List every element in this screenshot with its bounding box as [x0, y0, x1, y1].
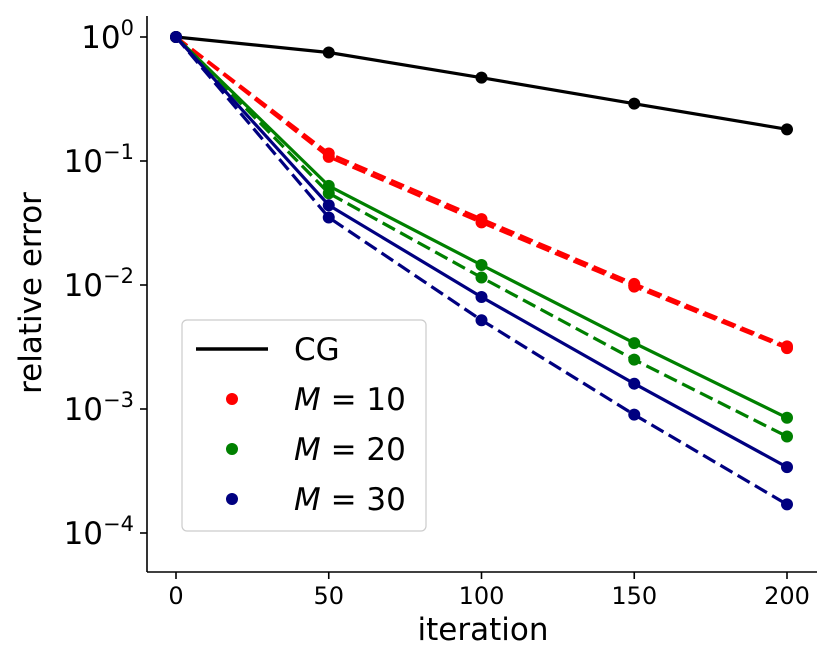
legend-box [181, 319, 427, 532]
data-point [781, 430, 793, 443]
y-tick-label: 10−2 [64, 264, 134, 304]
series-cg [170, 31, 793, 136]
x-tick-label: 50 [313, 582, 344, 610]
data-point [322, 46, 335, 59]
data-point [475, 291, 488, 304]
legend-label: M = 30 [294, 482, 406, 518]
x-tick-label: 150 [611, 582, 657, 610]
x-tick-label: 0 [168, 582, 183, 610]
y-tick-label: 10−1 [64, 140, 134, 180]
data-point [628, 353, 641, 366]
series-layer [170, 31, 793, 511]
data-point [628, 337, 641, 350]
x-tick-label: 200 [764, 582, 810, 610]
data-point [322, 150, 335, 163]
legend-marker-swatch [226, 393, 238, 405]
legend: CG M = 10 M = 20 M = 30 [181, 319, 427, 532]
data-point [170, 31, 182, 43]
data-point [628, 408, 641, 421]
data-point [322, 211, 335, 224]
y-tick-label: 10−4 [64, 512, 134, 552]
data-point [628, 97, 641, 110]
data-point [475, 216, 488, 229]
data-point [322, 199, 335, 212]
legend-label: M = 10 [294, 382, 406, 418]
data-point [781, 498, 793, 511]
data-point [781, 342, 793, 355]
series-m-30-b [170, 31, 793, 511]
data-point [475, 271, 488, 284]
legend-marker-swatch [226, 443, 238, 455]
series-line [175, 35, 788, 348]
legend-label: M = 20 [294, 432, 406, 468]
data-point [475, 258, 488, 271]
data-point [781, 461, 793, 474]
data-point [628, 280, 641, 293]
axes: 0 50 100 150 200 100 10−1 10−2 10−3 10−4 [64, 16, 817, 610]
legend-marker-swatch [226, 493, 238, 505]
y-tick-label: 10−3 [64, 388, 134, 428]
data-point [475, 71, 488, 84]
x-axis-label: iteration [418, 612, 549, 648]
data-point [628, 377, 641, 390]
y-tick-label: 100 [81, 16, 134, 56]
data-point [781, 123, 793, 136]
x-tick-label: 100 [459, 582, 505, 610]
data-point [475, 314, 488, 327]
legend-label: CG [294, 332, 340, 368]
data-point [781, 411, 793, 424]
data-point [322, 187, 335, 200]
y-axis-label: relative error [13, 192, 49, 394]
